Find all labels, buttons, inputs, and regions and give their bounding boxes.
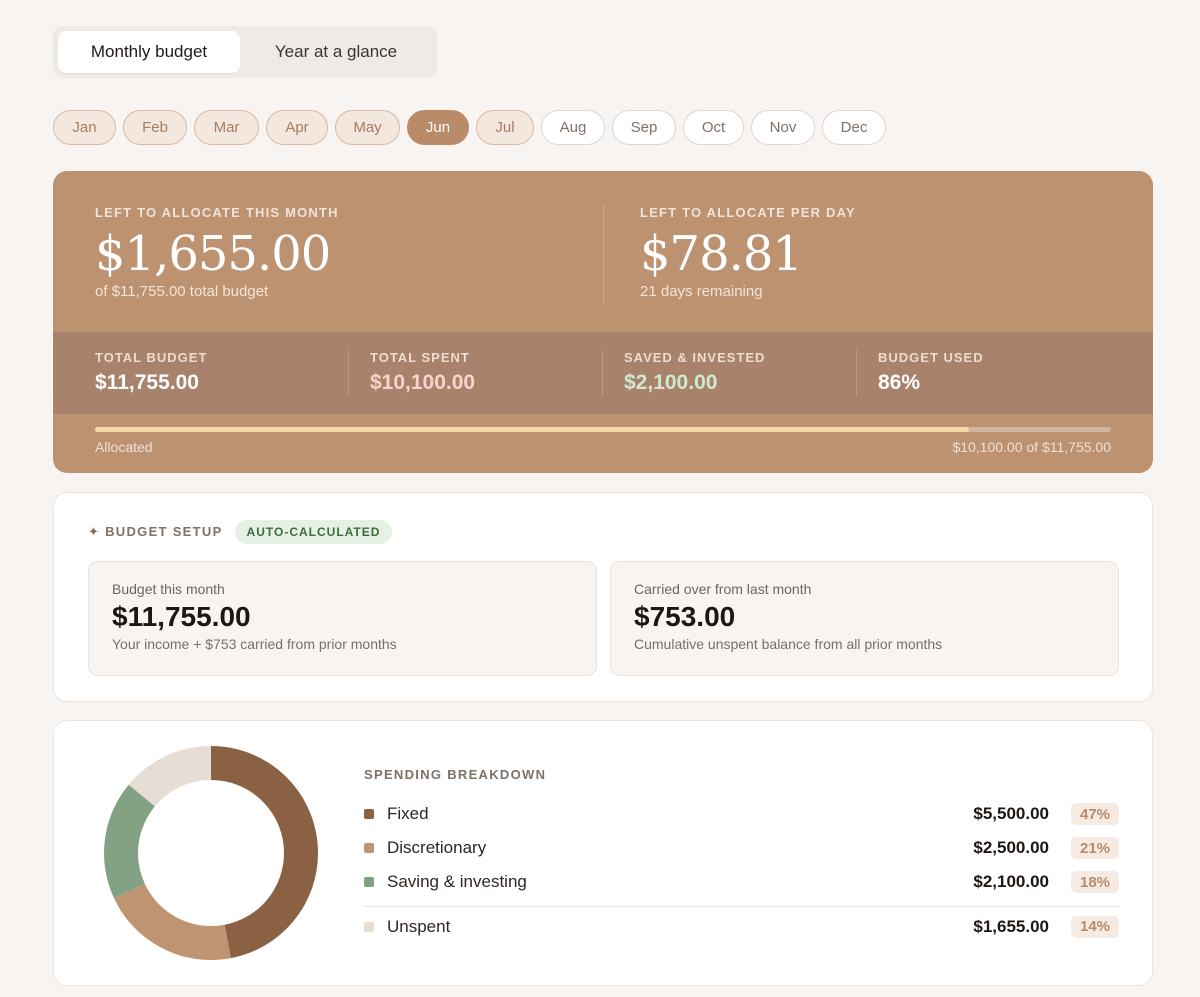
tab-year-at-a-glance[interactable]: Year at a glance (274, 42, 398, 61)
summary-hero: LEFT TO ALLOCATE THIS MONTH $1,655.00 of… (53, 171, 1153, 332)
tab-monthly-budget[interactable]: Monthly budget (58, 31, 240, 73)
left-per-day-block: LEFT TO ALLOCATE PER DAY $78.81 21 days … (640, 205, 856, 300)
hero-divider (603, 205, 604, 303)
donut-segment-discretionary (104, 746, 318, 960)
stat-label: TOTAL SPENT (370, 350, 470, 365)
breakdown-row-unspent: Unspent $1,655.00 14% (364, 906, 1119, 942)
allocation-progress-fill (95, 427, 969, 432)
stat-label: BUDGET USED (878, 350, 984, 365)
stat-value: 86% (878, 371, 921, 394)
stat-divider (602, 350, 603, 396)
stat-value: $11,755.00 (95, 371, 199, 394)
stat-budget-used: BUDGET USED 86% (878, 332, 984, 395)
month-mar[interactable]: Mar (194, 110, 259, 145)
budget-setup-header: ✦ BUDGET SETUP AUTO-CALCULATED (88, 520, 393, 544)
budget-this-month-label: Budget this month (112, 581, 225, 597)
breakdown-row-saving: Saving & investing $2,100.00 18% (364, 865, 1119, 899)
breakdown-row-fixed: Fixed $5,500.00 47% (364, 797, 1119, 831)
progress-label: Allocated (95, 439, 153, 455)
donut-segment-unspent (104, 746, 318, 960)
month-may[interactable]: May (335, 110, 400, 145)
stat-total-spent: TOTAL SPENT $10,100.00 (370, 332, 475, 395)
budget-this-month-box: Budget this month $11,755.00 Your income… (88, 561, 597, 676)
stat-divider (348, 350, 349, 396)
summary-card: LEFT TO ALLOCATE THIS MONTH $1,655.00 of… (53, 171, 1153, 473)
month-nov[interactable]: Nov (751, 110, 815, 145)
stat-divider (856, 350, 857, 396)
breakdown-name: Fixed (387, 804, 429, 823)
breakdown-percent: 14% (1071, 915, 1119, 938)
stat-saved-invested: SAVED & INVESTED $2,100.00 (624, 332, 765, 395)
left-per-day-value: $78.81 (640, 226, 803, 282)
saving-swatch (364, 877, 374, 887)
month-apr[interactable]: Apr (266, 110, 328, 145)
spending-donut-chart (104, 746, 318, 960)
left-per-day-label: LEFT TO ALLOCATE PER DAY (640, 205, 856, 220)
month-jul[interactable]: Jul (476, 110, 534, 145)
left-this-month-sub: of $11,755.00 total budget (95, 283, 269, 300)
progress-amount: $10,100.00 of $11,755.00 (952, 439, 1111, 455)
stat-total-budget: TOTAL BUDGET $11,755.00 (95, 332, 207, 395)
left-this-month-value: $1,655.00 (95, 226, 331, 282)
breakdown-percent: 21% (1071, 837, 1119, 859)
breakdown-name: Discretionary (387, 838, 487, 857)
stat-label: SAVED & INVESTED (624, 350, 766, 365)
breakdown-amount: $1,655.00 (973, 916, 1049, 936)
month-selector: Jan Feb Mar Apr May Jun Jul Aug Sep Oct … (53, 110, 886, 145)
donut-segment-saving-investing (104, 746, 318, 960)
left-this-month-block: LEFT TO ALLOCATE THIS MONTH $1,655.00 of… (95, 205, 339, 300)
summary-stats: TOTAL BUDGET $11,755.00 TOTAL SPENT $10,… (53, 332, 1153, 414)
carried-over-value: $753.00 (634, 601, 736, 632)
breakdown-percent: 47% (1071, 803, 1119, 825)
discretionary-swatch (364, 843, 374, 853)
spending-breakdown-list: Fixed $5,500.00 47% Discretionary $2,500… (364, 797, 1119, 942)
left-per-day-sub: 21 days remaining (640, 283, 763, 300)
breakdown-row-discretionary: Discretionary $2,500.00 21% (364, 831, 1119, 865)
month-sep[interactable]: Sep (612, 110, 676, 145)
breakdown-amount: $2,100.00 (973, 872, 1049, 891)
allocation-progress-bar (95, 427, 1111, 432)
month-feb[interactable]: Feb (123, 110, 187, 145)
stat-value: $10,100.00 (370, 371, 476, 394)
spending-breakdown-card: SPENDING BREAKDOWN Fixed $5,500.00 47% D… (53, 720, 1153, 986)
carried-over-label: Carried over from last month (634, 581, 812, 597)
budget-setup-title: ✦ BUDGET SETUP (88, 524, 223, 539)
stat-value: $2,100.00 (624, 371, 718, 394)
budget-setup-card: ✦ BUDGET SETUP AUTO-CALCULATED Budget th… (53, 492, 1153, 702)
breakdown-name: Unspent (387, 916, 451, 936)
breakdown-name: Saving & investing (387, 872, 527, 891)
fixed-swatch (364, 809, 374, 819)
carried-over-box: Carried over from last month $753.00 Cum… (610, 561, 1119, 676)
month-aug[interactable]: Aug (541, 110, 605, 145)
breakdown-amount: $5,500.00 (973, 804, 1049, 823)
budget-this-month-sub: Your income + $753 carried from prior mo… (112, 636, 397, 652)
unspent-swatch (364, 921, 374, 932)
view-toggle: Monthly budget Year at a glance (53, 26, 437, 78)
spending-breakdown-title: SPENDING BREAKDOWN (364, 767, 547, 782)
stat-label: TOTAL BUDGET (95, 350, 208, 365)
month-jun[interactable]: Jun (407, 110, 469, 145)
breakdown-amount: $2,500.00 (973, 838, 1049, 857)
month-dec[interactable]: Dec (822, 110, 886, 145)
left-this-month-label: LEFT TO ALLOCATE THIS MONTH (95, 205, 339, 220)
carried-over-sub: Cumulative unspent balance from all prio… (634, 636, 943, 652)
breakdown-percent: 18% (1071, 871, 1119, 893)
budget-this-month-value: $11,755.00 (112, 601, 251, 632)
month-oct[interactable]: Oct (683, 110, 744, 145)
auto-calculated-badge: AUTO-CALCULATED (234, 520, 393, 544)
month-jan[interactable]: Jan (53, 110, 116, 145)
